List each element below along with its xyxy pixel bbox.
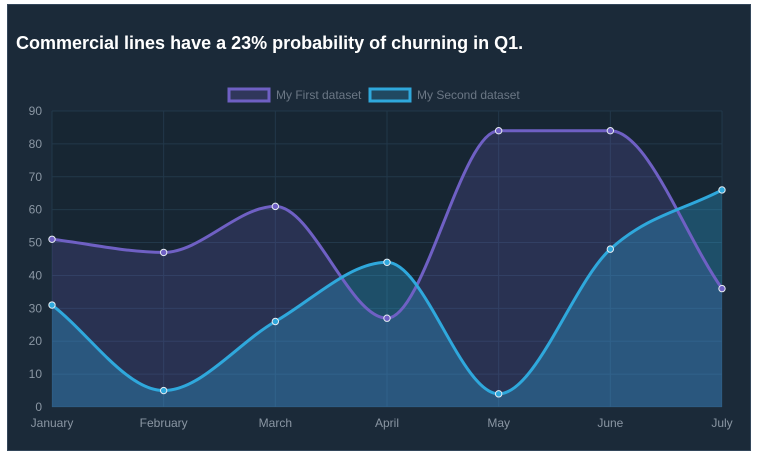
series-1-point <box>718 284 726 293</box>
y-tick-label: 50 <box>29 236 43 250</box>
series-1-point <box>159 248 168 257</box>
series-2-point <box>271 317 280 326</box>
series-1-area <box>52 130 722 407</box>
series-1-line <box>51 129 724 320</box>
series-1-point <box>48 235 56 243</box>
series-2-point <box>718 186 726 194</box>
x-tick-label: April <box>375 416 399 430</box>
legend-swatch-1 <box>227 87 271 103</box>
legend-swatch-2 <box>368 87 412 103</box>
series-2-point <box>494 390 503 398</box>
chart-title: Commercial lines have a 23% probability … <box>16 33 524 53</box>
series-2-point <box>383 258 391 266</box>
legend-label-2: My Second dataset <box>417 88 520 102</box>
series-1-point <box>271 202 280 211</box>
series-1-point <box>606 127 615 135</box>
series-1-point <box>494 127 503 135</box>
y-tick-label: 40 <box>29 268 43 282</box>
y-tick-label: 20 <box>29 334 43 348</box>
series-2-point <box>48 301 56 309</box>
x-tick-label: March <box>259 416 292 430</box>
y-tick-label: 30 <box>29 301 43 315</box>
y-tick-label: 80 <box>29 137 43 151</box>
y-tick-label: 70 <box>29 170 43 184</box>
x-tick-label: February <box>140 416 188 430</box>
series-2-point <box>606 245 615 253</box>
y-tick-label: 10 <box>29 367 43 381</box>
series-1-point <box>383 314 391 322</box>
x-tick-label: January <box>31 416 74 430</box>
x-tick-label: June <box>597 416 623 430</box>
y-tick-label: 0 <box>35 400 42 414</box>
x-tick-label: July <box>711 416 732 430</box>
legend-label-1: My First dataset <box>276 88 362 102</box>
y-tick-label: 90 <box>29 104 43 118</box>
y-tick-label: 60 <box>29 203 43 217</box>
x-tick-label: May <box>487 416 510 430</box>
series-2-area <box>52 189 722 407</box>
series-2-point <box>159 386 168 395</box>
